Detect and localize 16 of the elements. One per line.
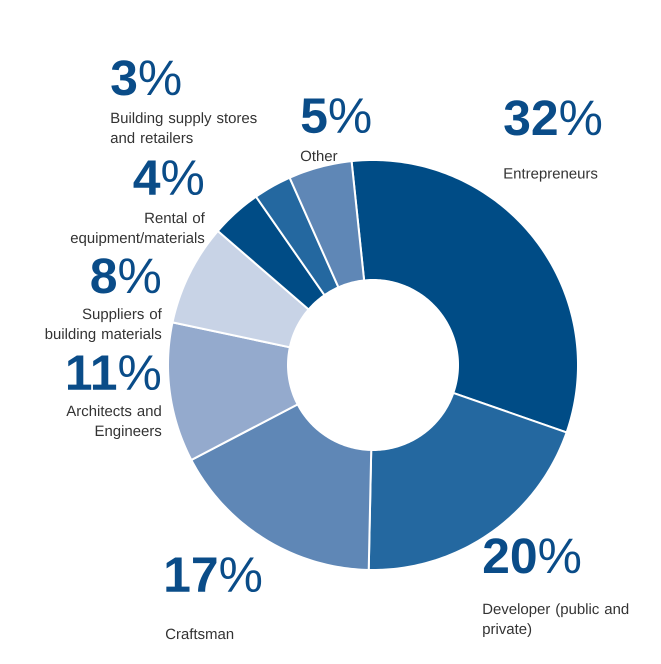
data-label: 3% xyxy=(111,60,180,96)
slice-label: Rental of equipment/materials xyxy=(70,212,205,246)
data-label: 11% xyxy=(68,355,160,390)
data-label: 4% xyxy=(134,160,204,196)
slice-label: Building supply stores and retailers xyxy=(110,112,257,144)
slice-label: Suppliers of building materials xyxy=(46,308,162,342)
slice-label: Craftsman xyxy=(166,628,234,640)
slice-label: Developer (public and private) xyxy=(483,603,628,638)
data-label: 17% xyxy=(166,557,262,592)
data-label: 32% xyxy=(504,100,602,136)
data-label: 20% xyxy=(484,538,580,574)
data-label: 8% xyxy=(91,258,160,294)
slice-label: Other xyxy=(300,150,338,162)
slice-label: Entrepreneurs xyxy=(504,168,598,182)
data-label: 5% xyxy=(302,98,370,134)
slice-label: Architects and Engineers xyxy=(66,405,162,440)
